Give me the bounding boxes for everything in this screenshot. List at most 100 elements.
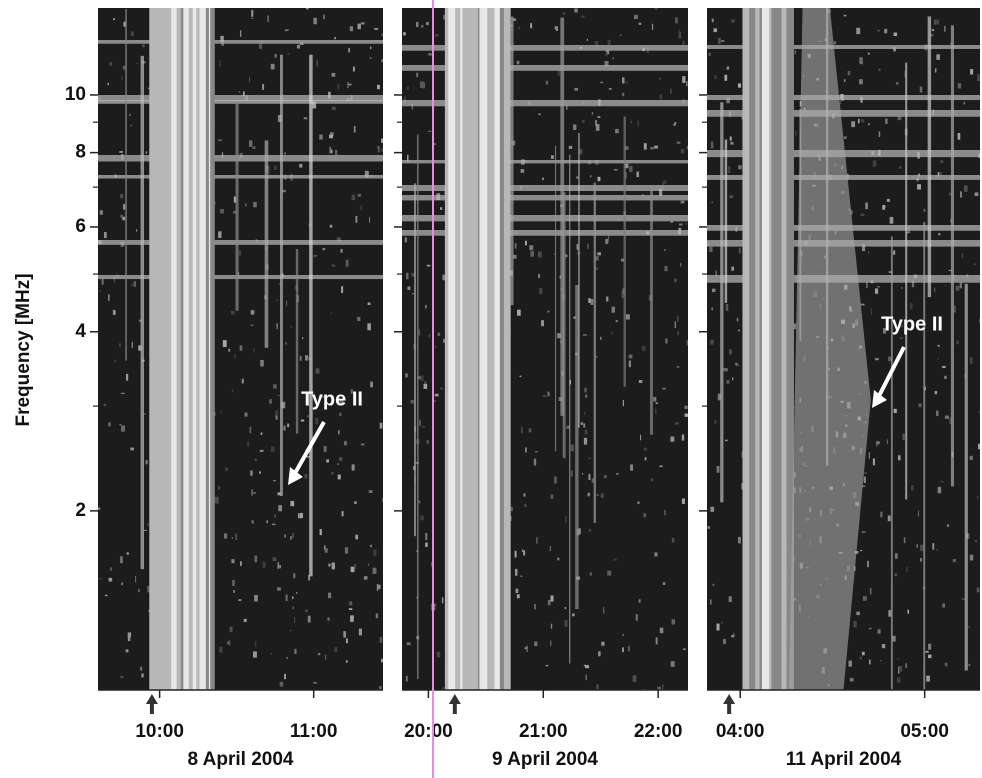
noise (352, 66, 355, 72)
noise (886, 439, 889, 444)
noise (334, 37, 336, 40)
noise (676, 366, 680, 368)
noise (317, 653, 321, 656)
noise (709, 246, 713, 253)
noise (312, 255, 317, 258)
noise (925, 650, 929, 653)
noise (107, 294, 110, 301)
noise (607, 570, 612, 576)
noise (228, 640, 231, 646)
noise (360, 22, 365, 25)
noise (957, 133, 961, 140)
interference-line (402, 185, 688, 191)
noise (868, 627, 872, 630)
noise (127, 632, 132, 638)
noise (861, 651, 865, 656)
noise (584, 387, 587, 393)
noise (735, 362, 738, 365)
noise (616, 473, 619, 475)
x-tick-label: 10:00 (135, 721, 184, 742)
noise (285, 341, 287, 345)
noise (228, 348, 231, 352)
noise (897, 658, 899, 660)
noise (421, 426, 425, 428)
noise (426, 21, 429, 26)
noise (937, 172, 940, 177)
noise (549, 640, 552, 647)
noise (270, 653, 273, 655)
noise (898, 666, 900, 674)
noise (944, 375, 947, 379)
noise (329, 224, 333, 228)
noise (686, 81, 688, 87)
noise (539, 288, 543, 295)
noise (671, 537, 675, 543)
burst-stripe (494, 8, 500, 690)
noise (331, 106, 336, 111)
noise (910, 485, 914, 491)
noise (843, 79, 846, 83)
streak (905, 62, 908, 500)
streak (414, 183, 416, 537)
noise (101, 278, 104, 285)
noise (252, 146, 256, 150)
interference-line (402, 195, 688, 201)
noise (564, 620, 568, 627)
noise (659, 627, 664, 634)
noise (253, 348, 255, 353)
noise (952, 559, 956, 563)
noise (140, 666, 143, 671)
noise (889, 216, 894, 224)
x-tick-label: 05:00 (900, 721, 949, 742)
noise (223, 533, 228, 539)
noise (328, 592, 332, 599)
noise (547, 391, 550, 397)
noise (860, 213, 865, 216)
noise (528, 428, 532, 433)
noise (273, 479, 277, 482)
noise (587, 457, 592, 459)
noise (542, 395, 547, 398)
noise (281, 401, 286, 409)
noise (678, 31, 682, 39)
streak (295, 248, 299, 434)
noise (880, 511, 883, 518)
noise (557, 333, 561, 339)
noise (664, 509, 666, 516)
noise (868, 251, 870, 254)
noise (899, 337, 903, 339)
noise (959, 282, 963, 289)
noise (934, 390, 938, 395)
noise (716, 465, 720, 473)
noise (345, 638, 348, 644)
noise (715, 270, 717, 277)
noise (122, 65, 126, 70)
noise (682, 76, 686, 83)
noise (860, 550, 863, 552)
noise (367, 563, 370, 566)
noise (862, 596, 867, 601)
noise (254, 555, 258, 563)
noise (726, 97, 730, 104)
noise (588, 529, 592, 532)
noise (524, 240, 527, 246)
x-tick-label: 21:00 (519, 721, 568, 742)
noise (119, 424, 122, 426)
noise (243, 618, 247, 623)
noise (886, 198, 890, 202)
noise (219, 646, 223, 653)
noise (621, 258, 624, 262)
noise (869, 587, 872, 595)
interference-line (98, 275, 383, 280)
noise (655, 402, 659, 404)
noise (634, 14, 638, 20)
noise (611, 331, 613, 335)
noise (343, 441, 347, 446)
noise (859, 57, 863, 64)
noise (218, 231, 222, 238)
noise (953, 305, 956, 313)
noise (282, 189, 286, 193)
noise (249, 76, 251, 83)
noise (860, 303, 865, 306)
noise (932, 543, 935, 550)
